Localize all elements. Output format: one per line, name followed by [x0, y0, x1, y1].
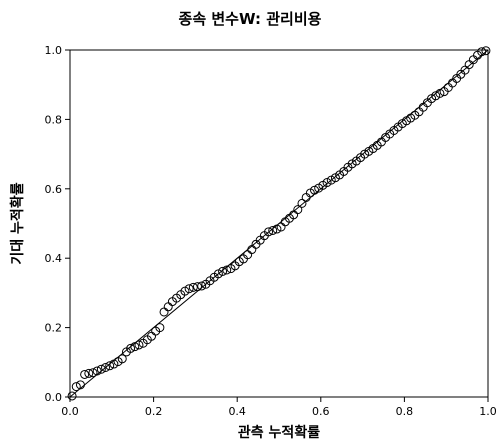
data-point	[264, 227, 274, 237]
data-point	[67, 391, 77, 401]
axis-ticks: 0.0 0.2 0.4 0.6 0.8 1.0 0.0 0.2 0.4 0.6 0.8 1.0	[45, 44, 497, 418]
data-point	[481, 46, 491, 56]
y-tick-label: 0.4	[45, 252, 63, 265]
data-point	[222, 265, 232, 275]
data-point	[293, 205, 303, 215]
data-point	[218, 266, 228, 276]
y-axis-label: 기대 누적확률	[9, 182, 26, 264]
y-tick-label: 0.2	[45, 322, 63, 335]
data-point	[297, 198, 307, 208]
x-tick-label: 1.0	[479, 405, 497, 418]
data-point	[134, 340, 144, 350]
data-point	[184, 284, 194, 294]
y-tick-label: 0.0	[45, 391, 63, 404]
data-point	[96, 364, 106, 374]
data-point	[126, 343, 136, 353]
data-point	[192, 282, 202, 292]
y-tick-label: 1.0	[45, 44, 63, 57]
data-point	[272, 224, 282, 234]
y-tick-label: 0.8	[45, 113, 63, 126]
data-point	[163, 302, 173, 312]
data-point	[159, 307, 169, 317]
data-point	[310, 185, 320, 195]
x-axis-label: 관측 누적확률	[238, 424, 320, 441]
data-point	[477, 47, 487, 57]
y-tick-label: 0.6	[45, 183, 63, 196]
data-point	[435, 88, 445, 98]
x-tick-label: 0.4	[228, 405, 246, 418]
data-point	[75, 380, 85, 390]
chart-title: 종속 변수W: 관리비용	[179, 10, 322, 28]
data-point	[301, 192, 311, 202]
data-point	[155, 323, 165, 333]
data-point	[71, 382, 81, 392]
x-tick-label: 0.2	[145, 405, 163, 418]
x-tick-label: 0.8	[396, 405, 414, 418]
data-point	[197, 281, 207, 291]
data-point	[418, 102, 428, 112]
data-points	[67, 46, 491, 401]
data-point	[84, 368, 94, 378]
data-point	[105, 361, 115, 371]
x-tick-label: 0.6	[312, 405, 330, 418]
data-point	[88, 368, 98, 378]
plot-frame	[69, 49, 489, 398]
data-point	[101, 363, 111, 373]
data-point	[188, 282, 198, 292]
data-point	[268, 225, 278, 235]
data-point	[80, 369, 90, 379]
data-point	[447, 78, 457, 88]
x-tick-label: 0.0	[61, 405, 79, 418]
data-point	[92, 366, 102, 376]
data-point	[130, 342, 140, 352]
data-point	[117, 354, 127, 364]
data-point	[464, 60, 474, 70]
data-point	[247, 245, 257, 255]
